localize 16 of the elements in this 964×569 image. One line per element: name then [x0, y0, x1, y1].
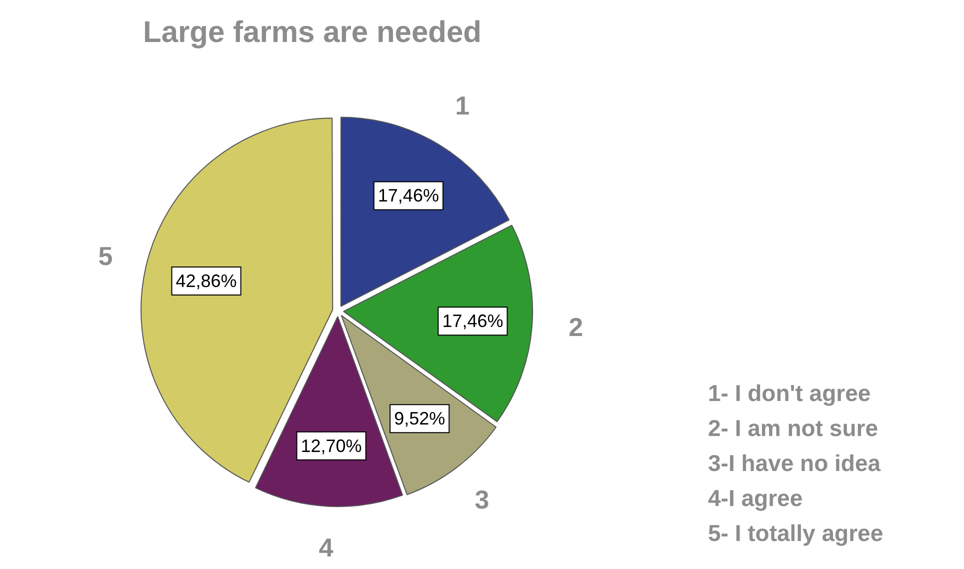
data-label: 9,52% [394, 408, 446, 429]
slice-label: 3 [474, 484, 490, 514]
data-label: 17,46% [442, 311, 504, 332]
slice-label: 5 [98, 241, 113, 272]
text: 3-I have no idea [708, 449, 882, 478]
text: 1- I don't agree [708, 379, 872, 408]
data-label: 42,86% [176, 270, 237, 291]
text: 2- I am not sure [708, 414, 879, 443]
data-label: 17,46% [378, 186, 439, 206]
data-label: 12,70% [300, 436, 362, 456]
slice-label: 4 [318, 532, 334, 562]
chart-title: Large farms are needed [143, 16, 482, 50]
text: 4-I agree [708, 484, 804, 513]
slice-label: 2 [568, 312, 584, 342]
text: 5- I totally agree [708, 519, 884, 548]
slice-label: 1 [455, 90, 470, 121]
